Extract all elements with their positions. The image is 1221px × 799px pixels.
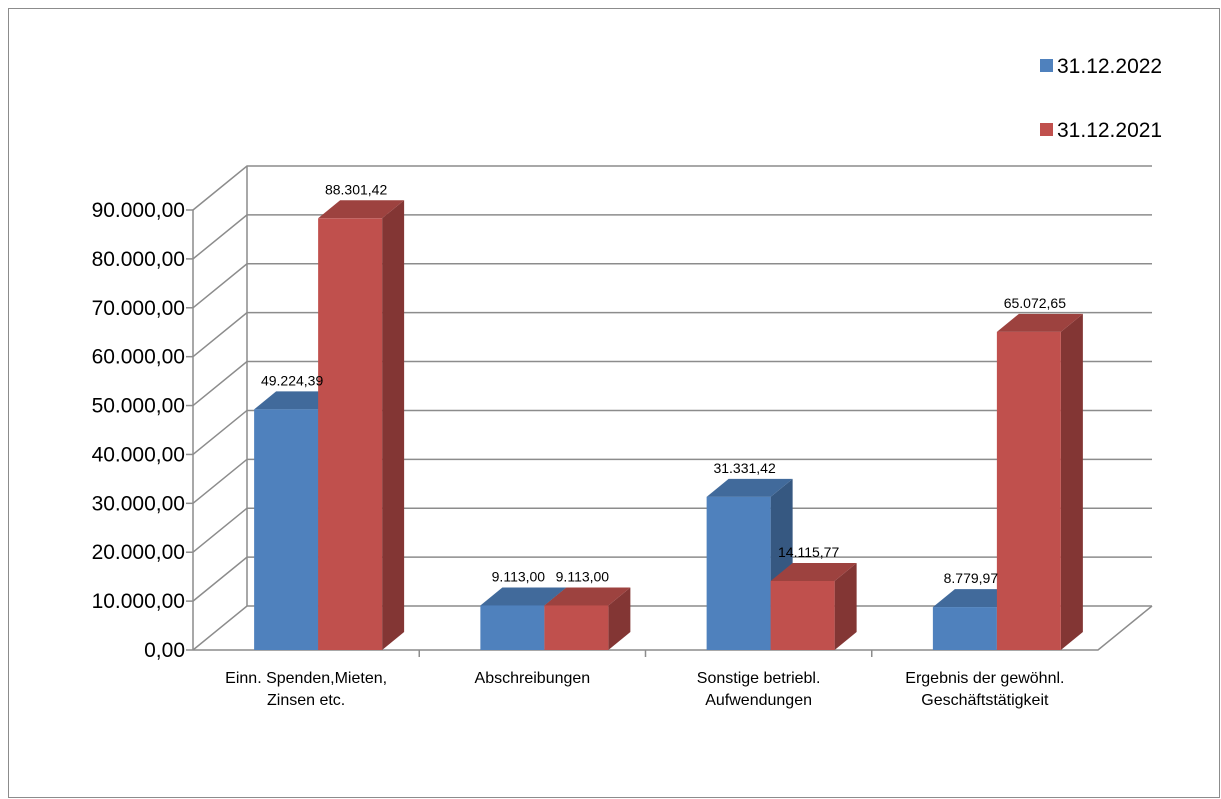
y-tick-label: 0,00 [144,639,185,662]
x-tick-label: Aufwendungen [705,692,812,709]
bar-side [608,587,631,650]
legend-label: 31.12.2021 [1057,119,1162,142]
x-tick-label: Ergebnis der gewöhnl. [905,670,1064,687]
x-tick-label: Abschreibungen [475,670,591,687]
y-tick-label: 30.000,00 [92,492,185,515]
data-label: 8.779,97 [944,570,999,586]
legend-swatch [1040,59,1053,72]
y-tick-label: 40.000,00 [92,443,185,466]
data-label: 88.301,42 [325,181,387,197]
x-axis: Einn. Spenden,Mieten, Zinsen etc. Abschrei… [225,650,1064,709]
bar-top [480,587,567,606]
data-label: 14.115,77 [778,544,839,560]
legend: 31.12.2022 31.12.2021 [1040,55,1162,142]
x-tick-label: Zinsen etc. [267,692,345,709]
bar-side [834,562,857,650]
y-tick-label: 80.000,00 [92,248,185,271]
bar-top [318,200,405,219]
bar-side [382,200,405,650]
bar-top [770,562,857,581]
y-tick-label: 60.000,00 [92,346,185,369]
bar [996,331,1061,650]
bar [318,218,383,650]
y-tick-label: 90.000,00 [92,199,185,222]
data-labels: 49.224,39 88.301,42 9.113,00 9.113,00 31.331… [261,181,1066,586]
bar-top [996,313,1083,332]
bar [932,607,997,650]
bar [480,605,545,650]
x-tick-label: Einn. Spenden,Mieten, [225,670,387,687]
bar-top [706,478,793,497]
legend-label: 31.12.2022 [1057,55,1162,78]
bar-side [1060,313,1083,650]
data-label: 65.072,65 [1004,295,1066,311]
bar [770,580,835,650]
bar [254,409,319,650]
bars [254,200,1083,650]
data-label: 9.113,00 [492,568,546,584]
y-tick-label: 10.000,00 [92,590,185,613]
data-label: 49.224,39 [261,372,323,388]
y-tick-label: 50.000,00 [92,395,185,418]
x-tick-label: Sonstige betriebl. [697,670,821,687]
y-tick-label: 20.000,00 [92,541,185,564]
data-label: 31.331,42 [713,460,775,476]
y-tick-label: 70.000,00 [92,297,185,320]
bar [544,605,609,650]
data-label: 9.113,00 [556,568,610,584]
x-tick-label: Geschäftstätigkeit [921,692,1049,709]
y-axis-ticks: 0,00 10.000,00 20.000,00 30.000,00 40.000,00… [92,199,193,662]
legend-swatch [1040,123,1053,136]
bar [706,496,771,650]
bar-top [544,587,631,606]
